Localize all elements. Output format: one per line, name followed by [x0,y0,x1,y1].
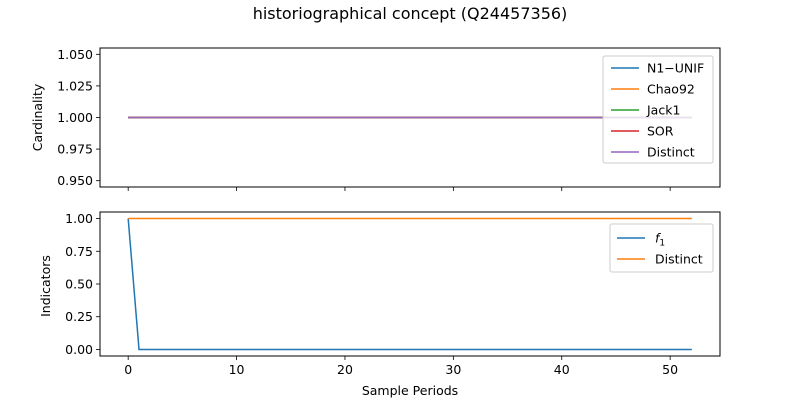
y-tick-label: 0.00 [65,342,93,357]
cardinality-panel: 0.950 0.975 1.000 1.025 1.050 Cardinality N1… [30,47,721,191]
legend-label: Jack1 [646,103,680,118]
x-tick-label: 0 [124,362,132,377]
cardinality-y-axis-label: Cardinality [30,83,45,151]
x-tick-label: 30 [445,362,461,377]
x-tick-label: 50 [662,362,678,377]
cardinality-x-ticks [127,187,671,191]
legend-label: f1 [655,231,665,249]
y-tick-label: 1.050 [57,47,93,62]
legend-label: Distinct [655,252,703,267]
x-tick-label: 10 [229,362,245,377]
y-tick-label: 1.00 [65,211,93,226]
legend-label: SOR [647,124,674,139]
x-tick-label: 40 [554,362,570,377]
legend-label: Chao92 [647,82,695,97]
cardinality-legend: N1−UNIF Chao92 Jack1 SOR Distinct [602,55,714,164]
y-tick-label: 1.025 [57,78,93,93]
legend-label: Distinct [647,145,695,160]
indicators-panel: 0 10 20 30 40 50 0.00 0.25 0.50 0.75 1.00 Indicat… [38,211,721,377]
y-tick-label: 0.975 [57,142,93,157]
y-tick-label: 0.950 [57,173,93,188]
legend-label: N1−UNIF [647,61,704,76]
cardinality-legend-box [602,55,714,164]
cardinality-y-ticks: 0.950 0.975 1.000 1.025 1.050 [57,47,100,188]
indicators-y-ticks: 0.00 0.25 0.50 0.75 1.00 [65,211,100,357]
indicators-legend: f1 Distinct [609,223,714,273]
x-axis-label: Sample Periods [362,383,458,398]
y-tick-label: 0.50 [65,277,93,292]
y-tick-label: 0.75 [65,244,93,259]
indicators-legend-box [609,223,714,273]
indicators-series-lines [127,217,692,351]
series-line-1-0 [127,218,692,351]
indicators-y-axis-label: Indicators [38,255,53,317]
y-tick-label: 0.25 [65,309,93,324]
x-tick-label: 20 [337,362,353,377]
y-tick-label: 1.000 [57,110,93,125]
indicators-x-ticks: 0 10 20 30 40 50 [124,356,678,377]
chart-title: historiographical concept (Q24457356) [253,4,568,23]
